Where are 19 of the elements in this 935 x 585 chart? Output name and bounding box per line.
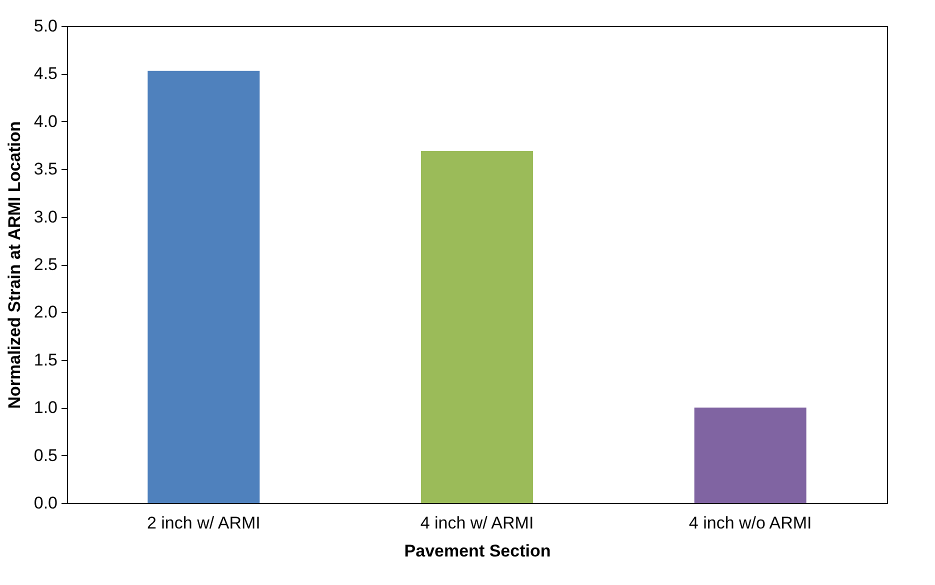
y-tick-label: 0.5 [34, 446, 58, 465]
x-tick-label: 2 inch w/ ARMI [146, 514, 260, 532]
x-tick-label: 4 inch w/o ARMI [688, 514, 812, 532]
y-tick-label: 0.0 [34, 494, 58, 512]
x-tick-label: 4 inch w/ ARMI [420, 514, 534, 532]
y-axis-title: Normalized Strain at ARMI Location [4, 121, 24, 409]
bar [421, 150, 533, 503]
y-tick-label: 2.5 [34, 255, 58, 274]
y-tick-label: 4.5 [34, 64, 58, 84]
y-tick-label: 3.5 [34, 160, 58, 179]
bar [694, 408, 806, 503]
bar [148, 70, 260, 503]
y-tick-label: 4.0 [34, 112, 58, 131]
y-tick-label: 5.0 [34, 16, 58, 36]
y-tick-label: 2.0 [34, 302, 58, 322]
y-tick-label: 3.0 [34, 207, 58, 226]
y-tick-label: 1.0 [34, 398, 58, 418]
y-tick-label: 1.5 [34, 350, 58, 370]
x-axis-title: Pavement Section [404, 542, 551, 560]
